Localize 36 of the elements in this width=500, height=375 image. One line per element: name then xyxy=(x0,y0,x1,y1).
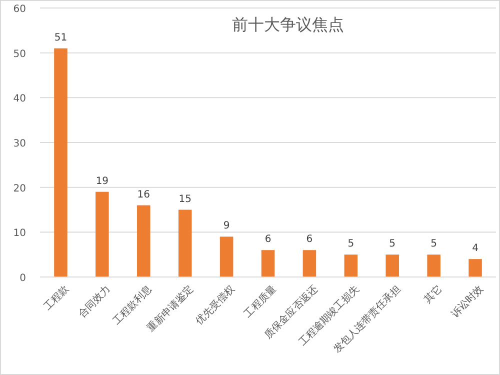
x-tick-label: 工程质量 xyxy=(242,283,279,320)
data-label: 4 xyxy=(472,243,478,254)
bar xyxy=(96,192,109,277)
bar xyxy=(386,254,399,277)
data-label: 19 xyxy=(96,176,109,187)
x-tick-label: 诉讼时效 xyxy=(449,283,486,320)
y-tick-label: 40 xyxy=(13,94,26,105)
bar xyxy=(468,259,482,277)
bar xyxy=(302,250,316,277)
y-tick-label: 0 xyxy=(20,273,26,284)
data-label: 16 xyxy=(137,189,150,200)
bar xyxy=(178,210,192,277)
bar xyxy=(54,48,68,277)
data-label: 6 xyxy=(306,234,313,246)
x-tick-label: 其它 xyxy=(422,283,444,306)
y-tick-label: 20 xyxy=(13,183,26,194)
y-tick-label: 60 xyxy=(13,4,26,15)
y-tick-label: 30 xyxy=(13,138,26,150)
x-tick-label: 合同效力 xyxy=(76,283,113,320)
data-label: 5 xyxy=(430,238,438,250)
data-label: 5 xyxy=(389,238,396,250)
data-label: 51 xyxy=(54,32,68,44)
x-tick-label: 工程款 xyxy=(42,284,72,313)
bar xyxy=(344,254,358,277)
text: 前十大争议焦点 xyxy=(232,15,344,34)
bar xyxy=(427,254,440,277)
bar xyxy=(137,205,150,277)
data-label: 9 xyxy=(223,220,230,232)
y-tick-label: 50 xyxy=(13,48,26,60)
data-label: 6 xyxy=(264,234,272,246)
y-tick-label: 10 xyxy=(13,228,26,240)
bar xyxy=(261,250,275,277)
x-tick-label: 优先受偿权 xyxy=(193,283,238,328)
bar xyxy=(220,236,234,277)
data-label: 5 xyxy=(348,238,354,250)
data-label: 15 xyxy=(178,194,192,205)
